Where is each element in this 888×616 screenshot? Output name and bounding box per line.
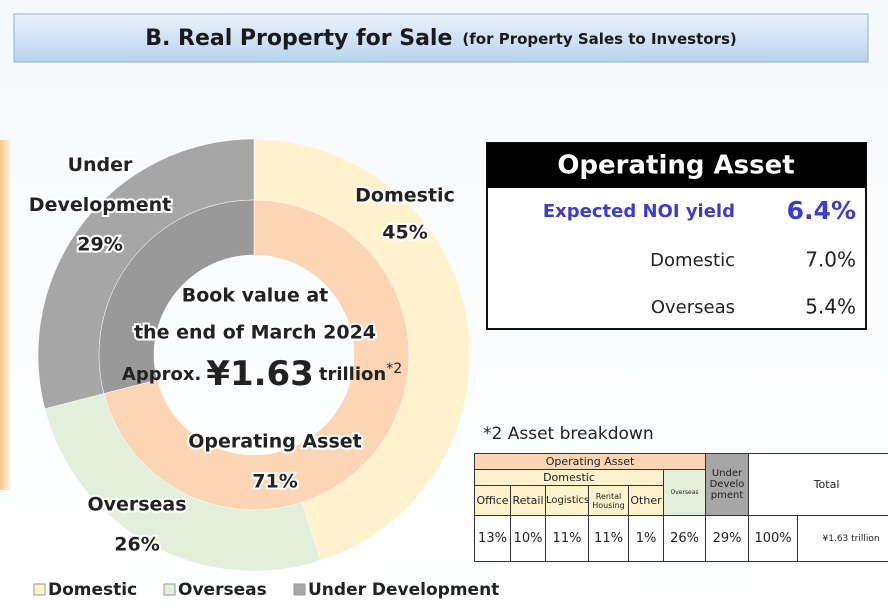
cell: 29% (705, 515, 750, 562)
operating-header (487, 143, 866, 188)
cell: Other (628, 485, 664, 516)
labels: Domestic 45% Overseas 26% Under Development 29… (27, 152, 457, 558)
segment-label: Domestic (355, 185, 455, 207)
row-label: Expected NOI yield (543, 201, 735, 222)
donut-segment (103, 199, 410, 511)
value-label: 26% (114, 534, 159, 556)
operating-title: Operating Asset (557, 151, 794, 181)
cell: Domestic (474, 469, 664, 486)
segment-label: Operating Asset (188, 431, 361, 453)
cell: 13% (474, 515, 511, 562)
cell: Rental Housing (588, 485, 629, 516)
row-value: 6.4% (787, 196, 856, 225)
segment-label: Under Development (29, 154, 171, 216)
center-line3: Approx. ¥1.63 trillion*2 (122, 354, 402, 394)
breakdown-table: Operating Asset Under Development Total Do… (474, 453, 888, 562)
cell: Office (474, 485, 511, 516)
breakdown: Operating Asset Under Development Total Do… (474, 453, 888, 579)
donut (37, 138, 471, 572)
row-label: Domestic (650, 250, 735, 271)
cell: ¥1.63 trillion (797, 515, 888, 562)
segment-label: Overseas (87, 494, 186, 516)
operating-rows: Expected NOI yield 6.4% Domestic 7.0% Overse… (543, 196, 856, 319)
legend-label: Domestic (48, 580, 137, 600)
row-value: 5.4% (805, 295, 856, 319)
cell: Operating Asset (474, 453, 707, 470)
cell: Logistics (545, 485, 589, 516)
center-prefix: Approx. (122, 364, 201, 385)
value-label: 71% (252, 471, 297, 493)
center-amount: ¥1.63 (206, 354, 314, 394)
cell: 10% (510, 515, 546, 562)
side-strip (0, 140, 10, 490)
value-label: 29% (77, 234, 122, 256)
center-line1: Book value at (182, 285, 329, 307)
center-line2: the end of March 2024 (134, 322, 376, 344)
cell: Overseas (662, 469, 707, 516)
center-note: *2 (386, 361, 402, 377)
row-value: 7.0% (805, 248, 856, 272)
label-line: Under (68, 154, 133, 176)
breakdown-note: *2 Asset breakdown (483, 424, 654, 444)
cell: 11% (545, 515, 589, 562)
center-unit: trillion (319, 364, 386, 385)
donut-segment (98, 199, 255, 394)
legend: Domestic Overseas Under Development (33, 580, 499, 600)
cell: Retail (510, 485, 546, 516)
subtitle: (for Property Sales to Investors) (462, 30, 736, 48)
value-label: 45% (382, 222, 427, 244)
cell: Under Development (705, 453, 750, 516)
cell: Total (748, 453, 888, 516)
title: B. Real Property for Sale (145, 26, 452, 51)
label-line: Development (29, 194, 171, 216)
legend-swatch (33, 583, 46, 596)
row-label: Overseas (651, 297, 735, 318)
header: B. Real Property for Sale (for Property S… (145, 26, 737, 51)
legend-swatch (163, 583, 176, 596)
header-bar (13, 13, 869, 63)
cell: 26% (662, 515, 707, 562)
legend-label: Overseas (178, 580, 267, 600)
cell: 1% (628, 515, 664, 562)
cell: 11% (588, 515, 629, 562)
cell: 100% (748, 515, 799, 562)
legend-label: Under Development (308, 580, 499, 600)
legend-swatch (293, 583, 306, 596)
